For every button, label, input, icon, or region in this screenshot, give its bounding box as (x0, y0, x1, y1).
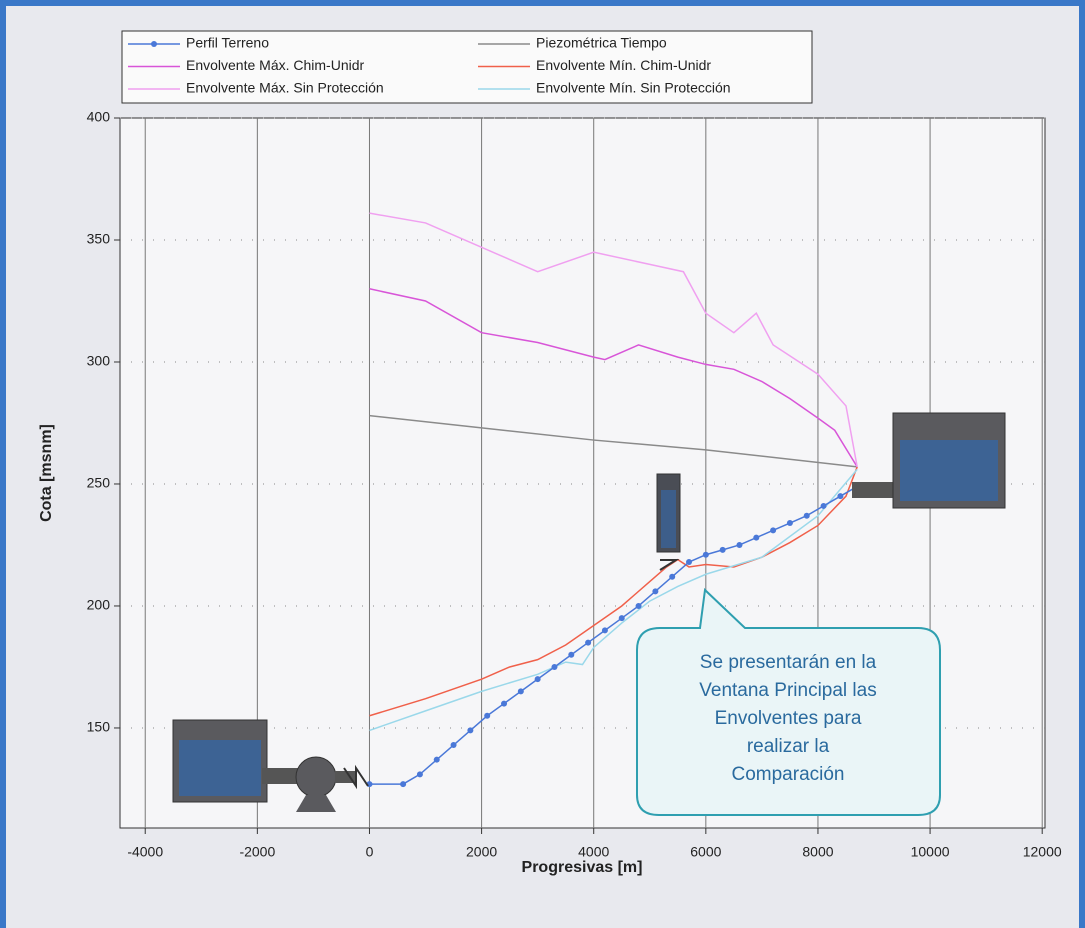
y-axis-label: Cota [msnm] (38, 424, 55, 522)
frame-top (0, 0, 1085, 6)
point (669, 574, 675, 580)
point (619, 615, 625, 621)
point (652, 588, 658, 594)
legend-label: Perfil Terreno (186, 35, 269, 51)
annotation-line: Envolventes para (715, 708, 862, 729)
annotation-line: Se presentarán en la (700, 652, 877, 673)
legend-label: Envolvente Mín. Sin Protección (536, 80, 731, 96)
tank-water (179, 740, 261, 796)
x-tick-label: 0 (366, 844, 374, 860)
pipe (852, 482, 897, 498)
annotation-line: Ventana Principal las (699, 680, 876, 701)
chimney-water (661, 490, 676, 548)
point (417, 771, 423, 777)
chart: Se presentarán en la Ventana Principal la… (0, 0, 1085, 928)
y-tick-label: 400 (87, 109, 111, 125)
tank-water (900, 440, 998, 501)
x-tick-label: -4000 (127, 844, 163, 860)
point (703, 552, 709, 558)
legend-label: Piezométrica Tiempo (536, 35, 667, 51)
legend-marker (151, 41, 157, 47)
point (451, 742, 457, 748)
legend-label: Envolvente Máx. Chim-Unidr (186, 57, 365, 73)
annotation-line: realizar la (747, 736, 830, 757)
x-tick-label: 4000 (578, 844, 609, 860)
frame-right (1079, 0, 1085, 928)
annotation-line: Comparación (732, 764, 845, 785)
y-tick-label: 150 (87, 719, 111, 735)
legend-label: Envolvente Mín. Chim-Unidr (536, 57, 711, 73)
x-tick-label: 2000 (466, 844, 497, 860)
point (434, 757, 440, 763)
point (720, 547, 726, 553)
point (484, 713, 490, 719)
page: Se presentarán en la Ventana Principal la… (0, 0, 1085, 928)
point (585, 640, 591, 646)
y-tick-label: 300 (87, 353, 111, 369)
point (787, 520, 793, 526)
y-tick-label: 350 (87, 231, 111, 247)
point (602, 627, 608, 633)
point (753, 535, 759, 541)
point (535, 676, 541, 682)
pump (296, 757, 336, 797)
point (636, 603, 642, 609)
x-axis-label: Progresivas [m] (522, 859, 643, 876)
point (804, 513, 810, 519)
point (400, 781, 406, 787)
x-tick-label: -2000 (239, 844, 275, 860)
x-tick-label: 8000 (802, 844, 833, 860)
point (467, 727, 473, 733)
y-tick-label: 200 (87, 597, 111, 613)
point (518, 688, 524, 694)
y-tick-label: 250 (87, 475, 111, 491)
x-tick-label: 6000 (690, 844, 721, 860)
point (551, 664, 557, 670)
point (501, 701, 507, 707)
point (770, 527, 776, 533)
point (821, 503, 827, 509)
point (568, 652, 574, 658)
frame-left (0, 0, 6, 928)
legend-label: Envolvente Máx. Sin Protección (186, 80, 384, 96)
point (736, 542, 742, 548)
point (686, 559, 692, 565)
x-tick-label: 12000 (1023, 844, 1062, 860)
point (837, 493, 843, 499)
x-tick-label: 10000 (911, 844, 950, 860)
